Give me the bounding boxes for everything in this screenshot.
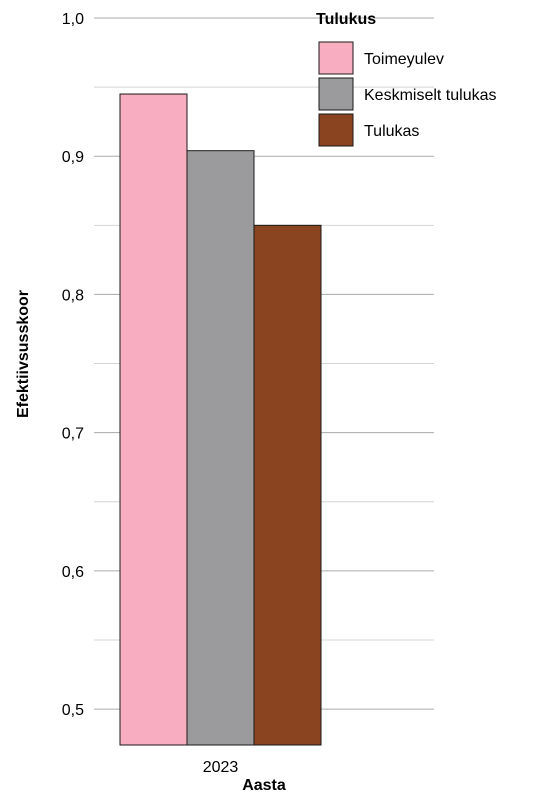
legend: Tulukus Toimeyulev Keskmiselt tulukas Tulu… [316, 11, 497, 147]
x-axis-title: Aasta [242, 777, 286, 794]
legend-item-keskmiselt-tulukas: Keskmiselt tulukas [318, 77, 497, 111]
bar-tulukas [253, 224, 322, 746]
legend-label: Keskmiselt tulukas [364, 87, 497, 104]
legend-item-toimeyulev: Toimeyulev [318, 41, 444, 75]
y-tick-label: 1,0 [62, 11, 84, 28]
y-tick-label: 0,9 [62, 149, 84, 166]
y-axis-title: Efektiivsusskoor [15, 290, 32, 418]
y-tick-label: 0,6 [62, 564, 84, 581]
legend-swatch [318, 41, 354, 75]
y-tick-label: 0,8 [62, 287, 84, 304]
legend-label: Toimeyulev [364, 51, 444, 68]
bars [119, 93, 322, 746]
legend-label: Tulukas [364, 123, 419, 140]
y-tick-label: 0,5 [62, 702, 84, 719]
legend-item-tulukas: Tulukas [318, 113, 419, 147]
x-tick-label: 2023 [203, 759, 239, 776]
bar-keskmiselt-tulukas [186, 150, 255, 746]
legend-items: Toimeyulev Keskmiselt tulukas Tulukas [318, 41, 497, 147]
bar-toimeyulev [119, 93, 188, 746]
legend-swatch [318, 77, 354, 111]
y-tick-label: 0,7 [62, 426, 84, 443]
y-axis-ticks: 0,5 0,6 0,7 0,8 0,9 1,0 [62, 11, 84, 719]
legend-title: Tulukus [316, 11, 376, 28]
x-axis-ticks: 2023 [203, 759, 239, 776]
legend-swatch [318, 113, 354, 147]
